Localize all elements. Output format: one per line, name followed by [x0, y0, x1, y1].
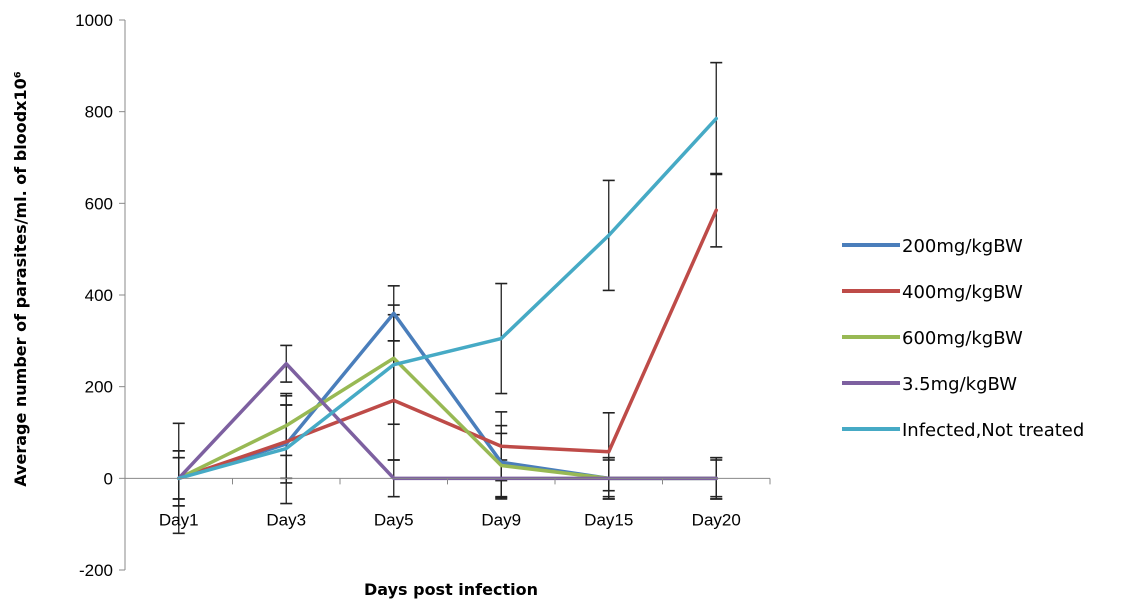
legend-label: Infected,Not treated [902, 420, 1084, 441]
x-tick-label: Day20 [692, 510, 741, 529]
legend-label: 3.5mg/kgBW [902, 374, 1017, 395]
error-bars [172, 61, 723, 535]
legend-item: 200mg/kgBW [842, 236, 1023, 257]
y-axis-ticks [119, 19, 125, 571]
x-tick-label: Day5 [374, 510, 414, 529]
legend: 200mg/kgBW 400mg/kgBW 600mg/kgBW 3.5mg/kgBW… [842, 236, 1084, 441]
x-tick-label: Day3 [266, 510, 306, 529]
y-axis-tick-labels: -200 0 200 400 600 800 1000 [75, 11, 113, 580]
legend-item: 3.5mg/kgBW [842, 374, 1017, 395]
series-lines [177, 116, 718, 481]
y-tick-label: 600 [85, 194, 113, 213]
x-tick-label: Day1 [159, 510, 199, 529]
legend-item: 600mg/kgBW [842, 328, 1023, 349]
series-line-2 [177, 208, 718, 481]
series-line-5 [177, 116, 718, 481]
legend-label: 600mg/kgBW [902, 328, 1023, 349]
legend-item: 400mg/kgBW [842, 282, 1023, 303]
x-axis-title: Days post infection [364, 580, 538, 599]
y-tick-label: 400 [85, 286, 113, 305]
y-tick-label: -200 [79, 561, 113, 580]
legend-label: 400mg/kgBW [902, 282, 1023, 303]
legend-label: 200mg/kgBW [902, 236, 1023, 257]
series-line-1 [177, 311, 718, 481]
y-tick-label: 1000 [75, 11, 113, 30]
x-tick-label: Day9 [481, 510, 521, 529]
x-axis-tick-labels: Day1 Day3 Day5 Day9 Day15 Day20 [159, 510, 741, 529]
y-tick-label: 200 [85, 378, 113, 397]
y-tick-label: 0 [104, 469, 113, 488]
x-tick-label: Day15 [584, 510, 633, 529]
series-line-3 [177, 356, 718, 481]
y-tick-label: 800 [85, 103, 113, 122]
legend-item: Infected,Not treated [842, 420, 1084, 441]
x-axis-ticks [124, 478, 771, 485]
y-axis-title: Average number of parasites/ml. of blood… [11, 71, 30, 487]
series-line-4 [177, 362, 718, 481]
